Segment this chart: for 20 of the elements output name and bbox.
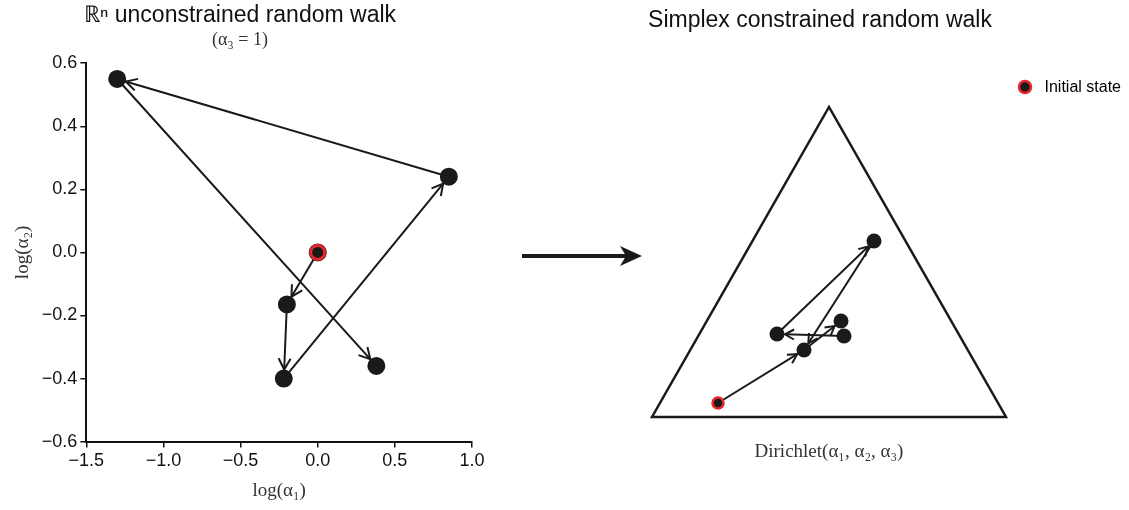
y-tick-label: −0.2 [41,304,78,325]
chart-title: ℝⁿ unconstrained random walk [83,1,397,28]
y-tick-label: 0.6 [52,52,78,73]
y-tick-label: −0.4 [41,367,78,388]
legend-label: Initial state [1044,78,1121,96]
y-tick-label: −0.6 [41,430,78,451]
y-axis-title: log(α₂) [11,225,34,280]
y-tick-label: 0.2 [52,178,78,199]
text: Simplex constrained random walk [647,6,993,33]
x-tick-label: 0.5 [382,450,408,471]
text: Dirichlet(α₁, α₂, α₃) [753,440,905,462]
y-tick-label: 0.4 [52,115,78,136]
x-tick-label: −1.5 [68,450,105,471]
x-tick-label: 1.0 [459,450,485,471]
x-tick-label: −1.0 [145,450,182,471]
x-tick-label: 0.0 [305,450,331,471]
chart-subtitle: (α₃ = 1) [212,29,268,51]
x-tick-label: −0.5 [222,450,259,471]
y-tick-label: 0.0 [52,241,78,262]
x-axis-title: log(α₁) [252,478,306,501]
